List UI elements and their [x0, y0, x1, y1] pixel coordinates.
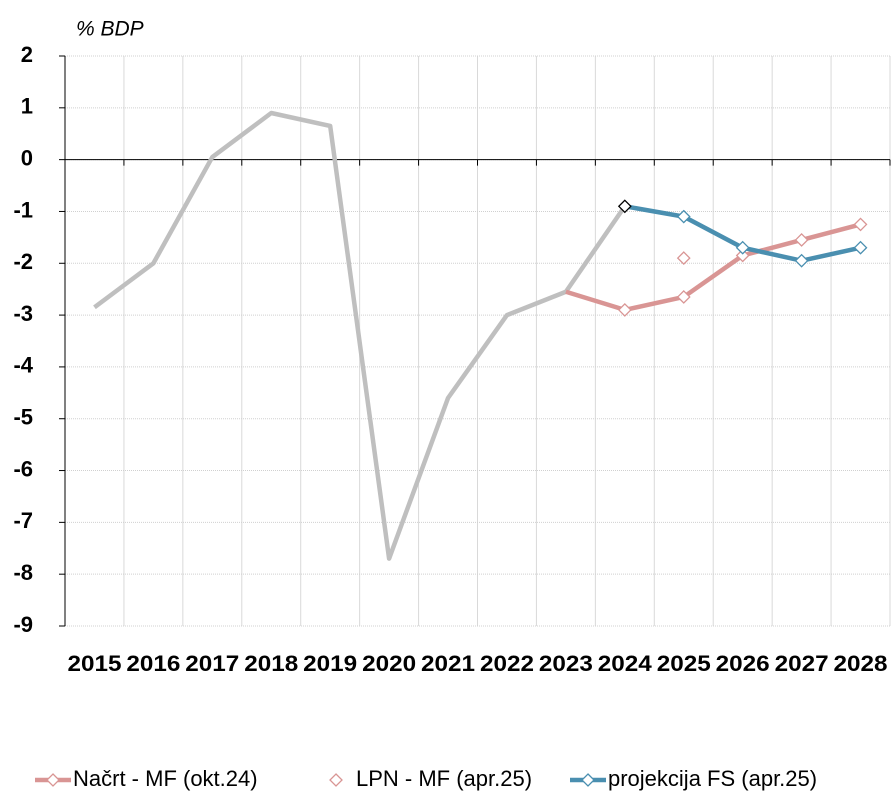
y-tick-label: -2 — [13, 249, 33, 274]
series-line — [93, 110, 627, 561]
y-tick-label: 0 — [21, 145, 33, 170]
y-tick-label: -4 — [13, 353, 33, 378]
marker — [676, 251, 691, 266]
y-tick-label: -7 — [13, 508, 33, 533]
y-tick-label: -5 — [13, 405, 33, 430]
x-tick-label: 2024 — [598, 651, 653, 676]
legend-label: projekcija FS (apr.25) — [608, 766, 817, 791]
y-tick-label: -1 — [13, 197, 33, 222]
y-tick-label: -9 — [13, 612, 33, 637]
x-tick-label: 2019 — [303, 651, 357, 676]
marker — [735, 240, 750, 255]
x-tick-label: 2021 — [421, 651, 475, 676]
x-tick-label: 2026 — [716, 651, 770, 676]
x-tick-label: 2018 — [244, 651, 298, 676]
x-tick-label: 2017 — [185, 651, 239, 676]
x-tick-label: 2015 — [67, 651, 121, 676]
x-tick-label: 2023 — [539, 651, 593, 676]
marker — [794, 233, 809, 247]
marker — [853, 240, 868, 255]
marker — [676, 209, 691, 224]
y-tick-label: -3 — [13, 301, 33, 326]
y-axis-label: % BDP — [76, 18, 144, 41]
legend-marker — [46, 773, 60, 787]
y-tick-label: -6 — [13, 456, 33, 481]
y-tick-label: -8 — [13, 560, 33, 585]
x-tick-label: 2027 — [775, 651, 829, 676]
legend-label: LPN - MF (apr.25) — [356, 766, 532, 791]
y-tick-label: 1 — [21, 94, 33, 119]
x-tick-label: 2022 — [480, 651, 534, 676]
marker — [735, 248, 750, 263]
marker — [617, 302, 632, 317]
legend-marker — [581, 773, 595, 787]
x-tick-label: 2020 — [362, 651, 416, 676]
legend-marker — [329, 773, 343, 787]
series-line — [565, 222, 862, 313]
x-tick-label: 2025 — [657, 651, 711, 676]
marker — [853, 217, 868, 232]
legend-label: Načrt - MF (okt.24) — [73, 766, 258, 791]
marker — [676, 290, 691, 304]
y-tick-label: 2 — [21, 42, 33, 67]
marker — [617, 199, 632, 214]
x-tick-label: 2016 — [126, 651, 180, 676]
marker — [794, 253, 809, 268]
x-tick-label: 2028 — [834, 651, 888, 676]
